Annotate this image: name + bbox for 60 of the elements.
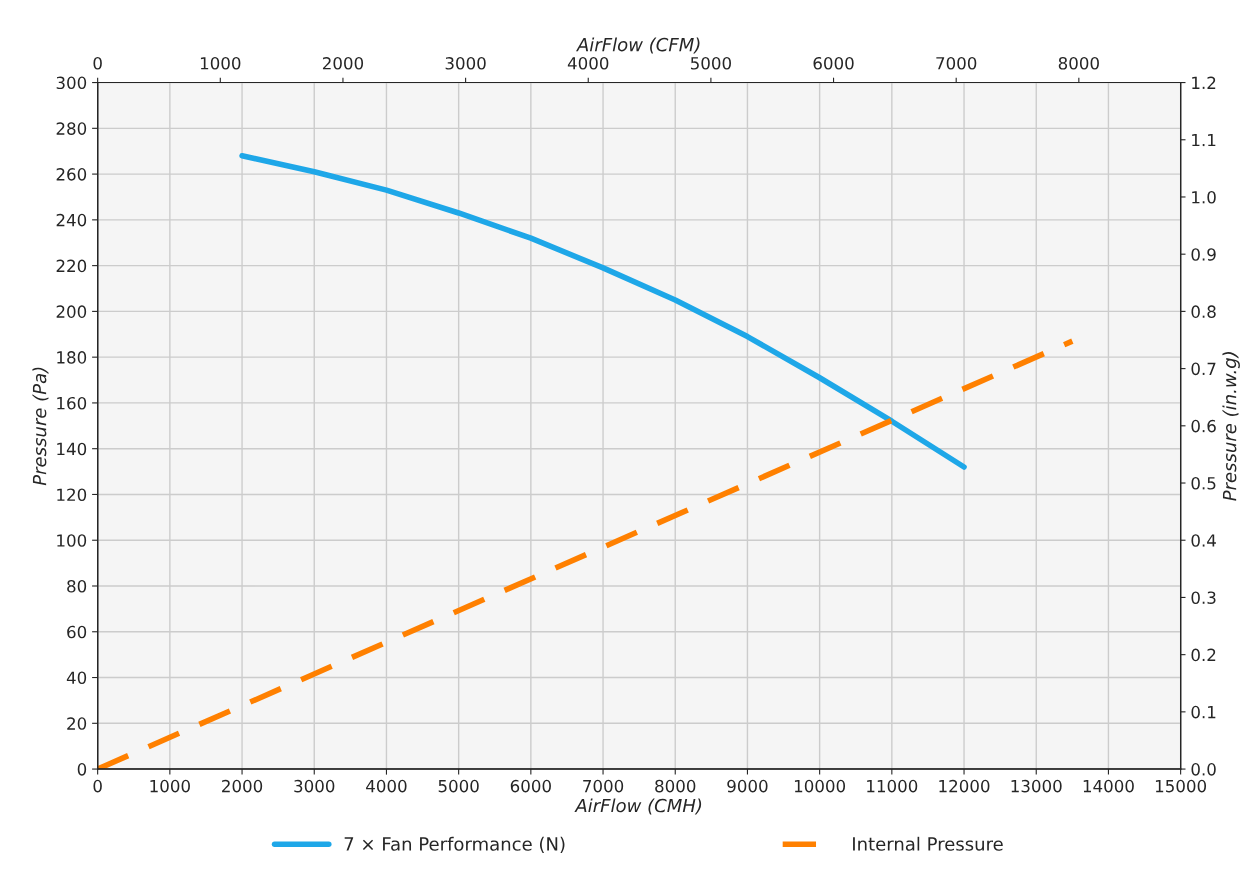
y2-tick-label: 1.1 <box>1192 133 1216 147</box>
y2-tick-label: 0.8 <box>1191 305 1216 318</box>
y2-tick-label: 0.5 <box>1191 476 1216 490</box>
y-tick-label: 40 <box>66 671 87 685</box>
x2-tick-label: 1000 <box>200 57 241 70</box>
y-tick-label: 0 <box>77 763 87 776</box>
x-tick-label: 1000 <box>150 779 190 793</box>
x-tick-label: 8000 <box>655 779 696 793</box>
y2-tick-label: 0.4 <box>1191 534 1216 547</box>
x2-tick-label: 6000 <box>813 57 854 70</box>
y-tick-label: 60 <box>67 625 87 639</box>
y2-tick-label: 1.0 <box>1192 190 1216 204</box>
y-tick-label: 240 <box>56 213 87 227</box>
y-tick-label: 280 <box>56 122 87 135</box>
x2-tick-label: 4000 <box>567 57 609 70</box>
x-tick-label: 2000 <box>222 779 263 793</box>
x2-tick-label: 8000 <box>1058 57 1099 70</box>
y-tick-label: 180 <box>57 351 87 364</box>
y2-tick-label: 0.6 <box>1191 419 1216 433</box>
x-tick-label: 6000 <box>510 779 551 793</box>
y-tick-label: 300 <box>56 76 87 90</box>
y-tick-label: 160 <box>57 396 87 410</box>
x-tick-label: 12000 <box>939 779 990 793</box>
y-tick-label: 200 <box>56 305 87 318</box>
y-tick-label: 100 <box>57 534 87 547</box>
y-tick-label: 140 <box>57 442 87 456</box>
x-tick-label: 14000 <box>1083 779 1134 793</box>
legend-label: Internal Pressure <box>853 836 1003 851</box>
y-axis-title: Pressure (Pa) <box>32 367 49 486</box>
x2-tick-label: 0 <box>93 57 102 70</box>
y-tick-label: 220 <box>56 259 87 273</box>
x-axis-title: AirFlow (CMH) <box>574 798 702 815</box>
y2-tick-label: 0.7 <box>1191 362 1216 376</box>
x-tick-label: 11000 <box>867 779 918 793</box>
y-tick-label: 80 <box>67 579 87 593</box>
y2-tick-label: 0.0 <box>1191 763 1216 776</box>
y-tick-label: 120 <box>57 488 87 502</box>
x-tick-label: 0 <box>93 779 102 793</box>
y2-tick-label: 0.3 <box>1191 591 1216 605</box>
x2-tick-label: 7000 <box>936 57 977 70</box>
x-tick-label: 4000 <box>366 779 407 793</box>
x-tick-label: 15000 <box>1155 779 1207 793</box>
legend-label: 7 × Fan Performance (N) <box>344 836 565 853</box>
x-tick-label: 9000 <box>727 779 768 793</box>
x2-axis-title: AirFlow (CFM) <box>575 37 700 54</box>
y2-tick-label: 1.2 <box>1192 76 1216 89</box>
y2-axis-title: Pressure (in.w.g) <box>1222 352 1240 501</box>
x2-tick-label: 2000 <box>322 57 364 70</box>
x-tick-label: 7000 <box>583 779 624 793</box>
y2-tick-label: 0.2 <box>1191 648 1216 662</box>
y-tick-label: 260 <box>56 168 87 181</box>
x2-tick-label: 3000 <box>445 57 486 70</box>
x-tick-label: 13000 <box>1011 779 1062 793</box>
y-tick-label: 20 <box>67 717 87 730</box>
x-tick-label: 10000 <box>794 779 846 793</box>
x2-tick-label: 5000 <box>690 57 731 70</box>
x-tick-label: 5000 <box>438 779 479 793</box>
x-tick-label: 3000 <box>294 779 335 793</box>
y2-tick-label: 0.9 <box>1191 248 1216 261</box>
y2-tick-label: 0.1 <box>1191 705 1216 719</box>
